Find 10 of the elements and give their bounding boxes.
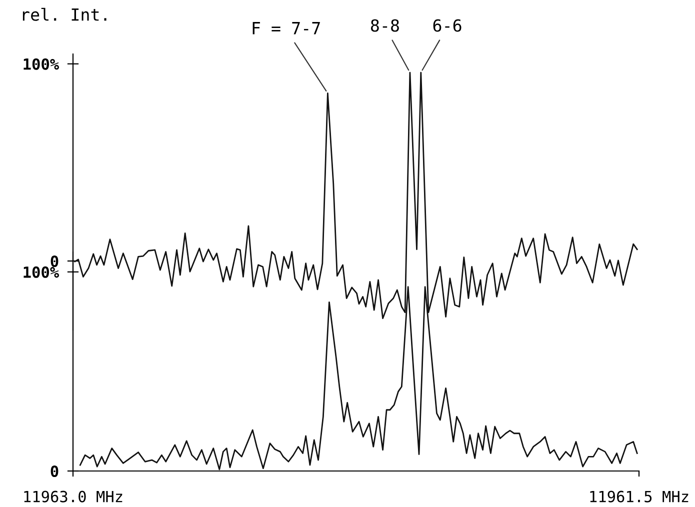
y-tick-label: 100%: [24, 58, 60, 70]
y-tick-label: 0: [50, 255, 58, 268]
y-tick-label: 0: [50, 465, 58, 478]
y-tick-label: 100%: [24, 266, 60, 278]
annotation: F = 7-7: [252, 22, 320, 34]
annotation: 8-8: [370, 19, 399, 32]
annotation: 6-6: [433, 19, 462, 32]
y-axis-title: rel. Int.: [22, 8, 106, 21]
x-tick-label: 11963.0 MHz: [24, 490, 122, 502]
x-tick-label: 11961.5 MHz: [590, 490, 688, 502]
